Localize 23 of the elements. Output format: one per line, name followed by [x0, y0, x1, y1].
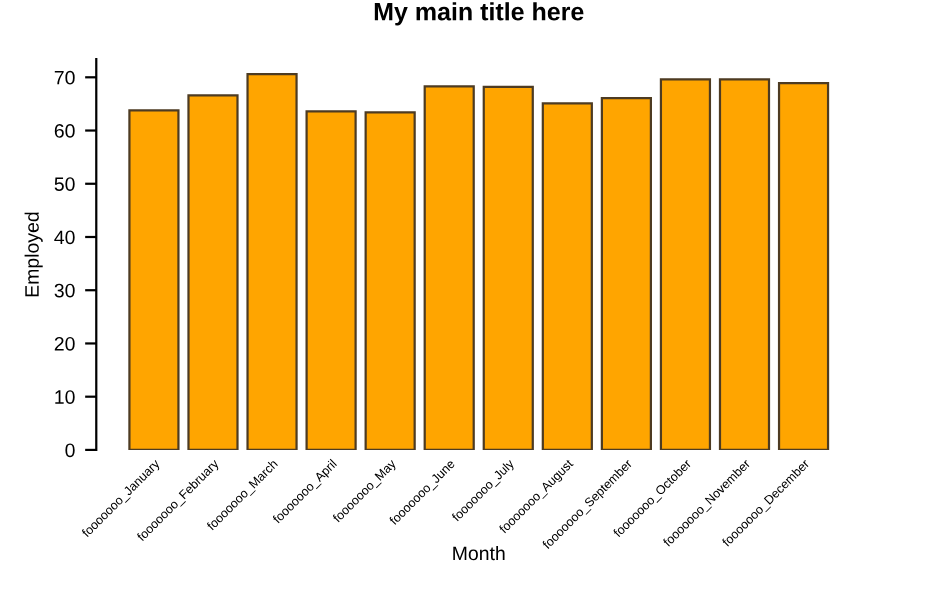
y-tick-label: 0: [65, 443, 75, 458]
y-tick-label: 60: [54, 124, 75, 138]
bar: [128, 109, 180, 450]
y-tick-label: 40: [54, 230, 75, 245]
bar: [305, 110, 357, 450]
bar: [187, 94, 239, 450]
bar: [364, 111, 416, 450]
y-tick-label: 20: [54, 336, 75, 351]
bar: [659, 78, 712, 450]
chart-title: My main title here: [374, 2, 584, 26]
y-tick-label: 70: [54, 70, 75, 85]
bar: [718, 78, 771, 450]
y-tick-label: 10: [55, 390, 75, 404]
bar: [246, 72, 298, 450]
y-tick-label: 50: [54, 177, 75, 191]
bar: [423, 85, 475, 450]
y-tick-label: 30: [54, 283, 75, 298]
bar: [482, 85, 534, 450]
bar: [541, 102, 593, 450]
bar: [777, 82, 830, 450]
x-axis-title: Month: [453, 545, 505, 561]
bar: [600, 96, 652, 450]
y-axis-title: Employed: [24, 212, 43, 297]
